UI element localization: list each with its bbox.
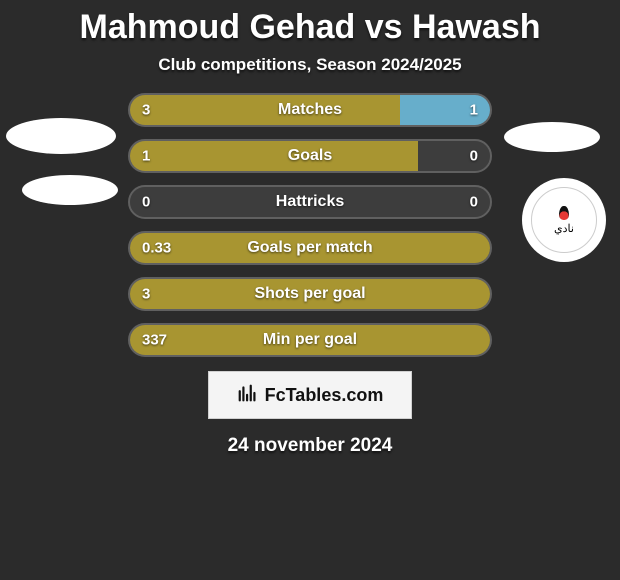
- stat-row: Matches 3 1: [130, 95, 490, 125]
- stats-list: Matches 3 1 Goals 1 0 Hattricks 0 0 Goals per mat…: [130, 95, 490, 355]
- comparison-card: Mahmoud Gehad vs Hawash Club competition…: [0, 0, 620, 580]
- club-badge-text: نادي: [554, 222, 574, 235]
- club-badge: نادي: [531, 187, 597, 253]
- stat-bar-left: [130, 95, 400, 125]
- fctables-logo-icon: [237, 382, 259, 409]
- stat-label: Hattricks: [276, 193, 344, 211]
- footer-brand-badge[interactable]: FcTables.com: [208, 371, 412, 419]
- footer-brand-text: FcTables.com: [265, 385, 384, 406]
- stat-label: Matches: [278, 101, 342, 119]
- stat-value-right: 0: [470, 194, 478, 211]
- stat-value-left: 3: [142, 102, 150, 119]
- stat-label: Min per goal: [263, 331, 357, 349]
- stat-label: Goals per match: [247, 239, 372, 257]
- player-left-avatar-2: [22, 175, 118, 205]
- stat-value-right: 1: [470, 102, 478, 119]
- stat-value-left: 3: [142, 286, 150, 303]
- stat-row: Goals per match 0.33: [130, 233, 490, 263]
- stat-value-right: 0: [470, 148, 478, 165]
- stat-bar-left: [130, 141, 418, 171]
- stat-row: Shots per goal 3: [130, 279, 490, 309]
- stat-row: Hattricks 0 0: [130, 187, 490, 217]
- stat-label: Goals: [288, 147, 332, 165]
- stat-row: Min per goal 337: [130, 325, 490, 355]
- flame-icon: [559, 206, 569, 220]
- stat-value-left: 337: [142, 332, 167, 349]
- stat-value-left: 1: [142, 148, 150, 165]
- player-left-avatar-1: [6, 118, 116, 154]
- player-right-avatar-1: [504, 122, 600, 152]
- player-right-avatar-2: نادي: [522, 178, 606, 262]
- stat-label: Shots per goal: [254, 285, 365, 303]
- stat-value-left: 0: [142, 194, 150, 211]
- page-title: Mahmoud Gehad vs Hawash: [0, 8, 620, 47]
- stat-value-left: 0.33: [142, 240, 171, 257]
- date-label: 24 november 2024: [0, 435, 620, 457]
- stat-row: Goals 1 0: [130, 141, 490, 171]
- subtitle: Club competitions, Season 2024/2025: [0, 55, 620, 75]
